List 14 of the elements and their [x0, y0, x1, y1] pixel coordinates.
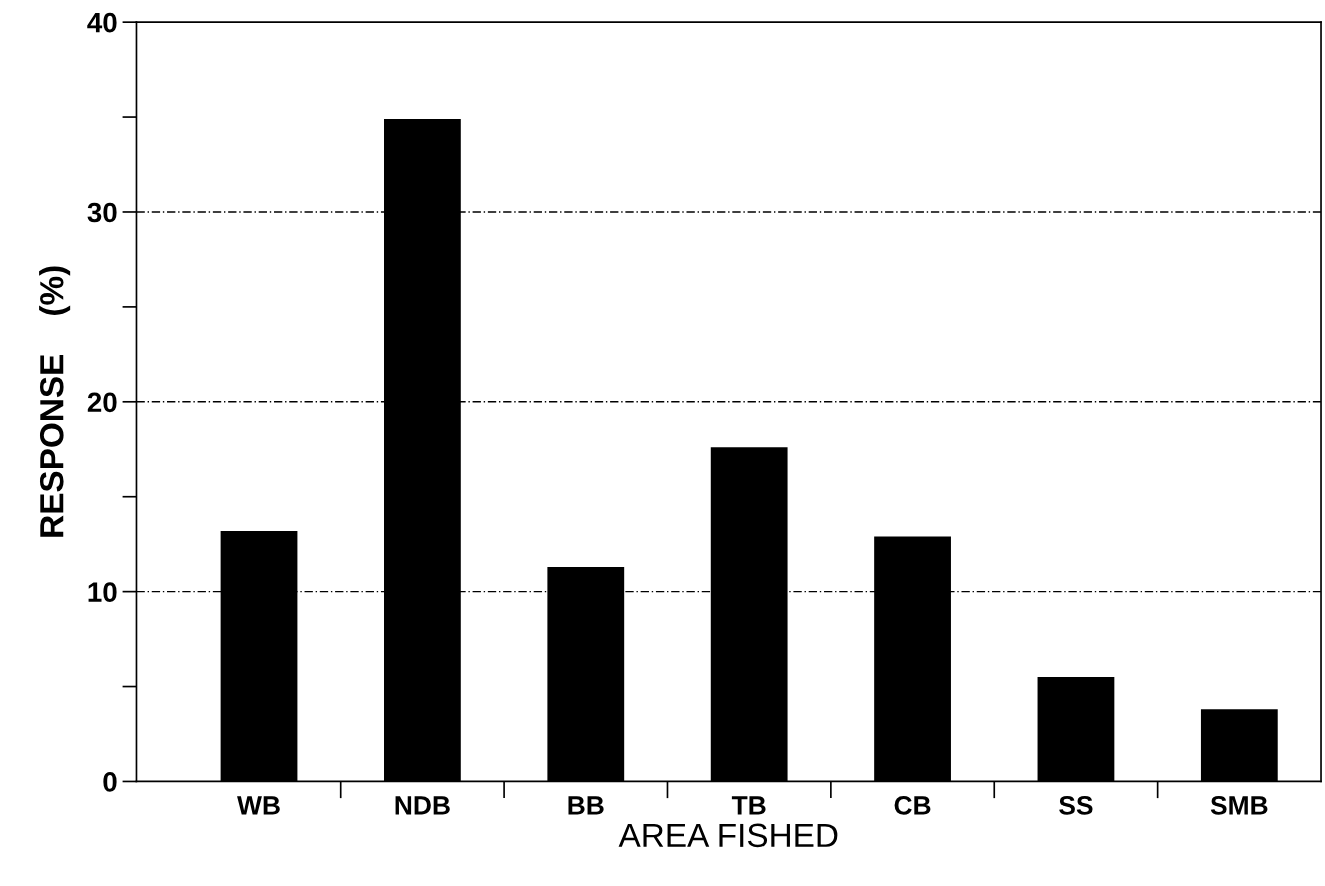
x-tick-label: NDB [395, 796, 450, 815]
y-tick-label: 0 [103, 772, 117, 792]
y-tick-label: 20 [87, 392, 117, 413]
x-tick-label: SMB [1210, 796, 1268, 815]
y-tick-label: 30 [87, 202, 117, 223]
x-tick-label: WB [237, 796, 280, 815]
y-axis-title: RESPONSE (%) [39, 266, 71, 537]
x-tick-label: BB [568, 796, 604, 815]
x-tick-label: CB [894, 796, 931, 815]
x-axis-title: AREA FISHED [618, 823, 838, 848]
x-tick-label: TB [731, 796, 766, 815]
x-tick-label: SS [1059, 796, 1093, 815]
y-tick-label: 10 [88, 582, 117, 602]
y-tick-label: 40 [87, 12, 117, 33]
